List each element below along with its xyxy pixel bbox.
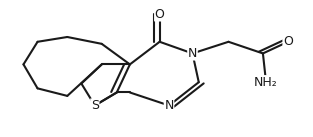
Text: O: O bbox=[155, 8, 165, 21]
Text: NH₂: NH₂ bbox=[254, 76, 278, 89]
Text: N: N bbox=[164, 99, 174, 112]
Text: O: O bbox=[283, 35, 293, 48]
Text: N: N bbox=[188, 47, 197, 60]
Text: S: S bbox=[91, 99, 99, 112]
